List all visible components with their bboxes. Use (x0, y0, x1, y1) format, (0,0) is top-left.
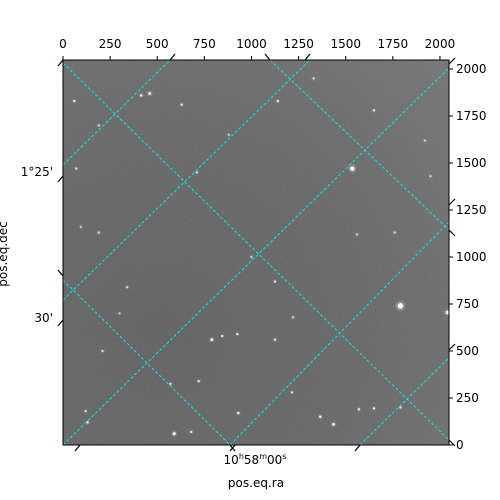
y-tick-label: 750 (456, 297, 479, 311)
star (276, 99, 279, 103)
world-tick-mark (448, 439, 456, 447)
x-tick-label: 500 (146, 37, 169, 51)
star (101, 349, 104, 353)
image-noise (63, 60, 449, 445)
star (210, 338, 214, 342)
star (118, 312, 121, 315)
star (290, 391, 294, 394)
world-tick-mark (57, 175, 64, 183)
star (190, 430, 193, 433)
world-tick-mark (448, 229, 456, 237)
star (423, 139, 426, 142)
world-tick-mark (57, 269, 64, 277)
star (357, 408, 361, 411)
grid-line (269, 60, 449, 231)
ra-tick-label: 10h58m00s (224, 452, 287, 467)
star (197, 379, 200, 383)
plot-frame (62, 59, 450, 446)
x-tick-label: 2000 (425, 37, 456, 51)
world-tick-mark (229, 444, 236, 452)
world-axis-ticks (57, 53, 456, 452)
star (172, 432, 176, 436)
star (273, 338, 277, 341)
x-axis-title: pos.eq.ra (228, 476, 284, 490)
star (399, 406, 402, 409)
dec-tick-label-bottom: 30' (34, 311, 53, 325)
x-pixel-axis-top: 0 250 500 750 1000 1250 1500 1750 2000 (59, 37, 455, 60)
plot-area (62, 59, 450, 446)
world-tick-mark (354, 444, 361, 452)
star (393, 231, 396, 234)
world-tick-mark (74, 444, 81, 452)
star (221, 334, 224, 338)
grid-line (63, 279, 231, 445)
star (237, 411, 240, 415)
y-axis-title: pos.eq.dec (0, 221, 10, 286)
star (169, 382, 172, 386)
world-tick-mark (448, 57, 456, 65)
dec-tick-label-top: 1°25' (21, 165, 53, 179)
x-tick-label: 1500 (330, 37, 361, 51)
star (148, 92, 152, 95)
star (195, 171, 198, 174)
world-tick-mark (448, 343, 456, 351)
world-tick-mark (169, 53, 176, 61)
stars-layer (72, 76, 449, 437)
y-tick-label: 1000 (456, 250, 487, 264)
star (291, 316, 295, 319)
star (273, 280, 277, 283)
x-tick-label: 0 (59, 37, 67, 51)
star (350, 166, 355, 171)
star (312, 77, 315, 80)
star (445, 310, 449, 315)
grid-line (229, 221, 449, 445)
star (75, 167, 78, 170)
star (319, 415, 322, 419)
y-tick-label: 1250 (456, 203, 487, 217)
y-tick-label: 0 (456, 438, 464, 452)
star (372, 407, 376, 410)
star (227, 133, 230, 136)
star (355, 233, 359, 236)
grid-line (359, 357, 449, 445)
wcs-grid (63, 60, 449, 445)
star (79, 225, 83, 229)
y-tick-label: 1500 (456, 156, 487, 170)
y-tick-label: 250 (456, 391, 479, 405)
star (86, 421, 89, 424)
star (84, 410, 87, 413)
star (429, 175, 432, 178)
star (372, 109, 376, 112)
star (332, 422, 335, 426)
star (236, 332, 239, 336)
star (397, 303, 404, 309)
x-tick-label: 250 (99, 37, 122, 51)
x-tick-label: 750 (193, 37, 216, 51)
star (97, 231, 100, 234)
y-tick-label: 1750 (456, 109, 487, 123)
star (97, 124, 100, 127)
star (140, 94, 143, 97)
x-tick-label: 1250 (283, 37, 314, 51)
star (180, 103, 183, 106)
world-tick-mark (264, 53, 271, 61)
x-tick-label: 1000 (236, 37, 267, 51)
y-pixel-axis-right: 0 250 500 750 1000 1250 1500 1750 2000 (449, 62, 487, 452)
y-tick-label: 2000 (456, 62, 487, 76)
world-tick-mark (304, 53, 311, 61)
y-tick-label: 500 (456, 344, 479, 358)
world-tick-mark (57, 319, 64, 327)
world-tick-mark (57, 59, 64, 67)
x-tick-label: 1750 (378, 37, 409, 51)
grid-line (63, 60, 311, 301)
star (250, 255, 253, 259)
star (125, 285, 129, 289)
star (73, 99, 76, 103)
world-tick-mark (448, 198, 456, 206)
